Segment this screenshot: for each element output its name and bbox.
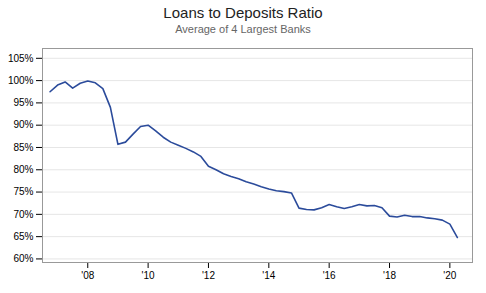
svg-text:'16: '16	[323, 270, 336, 281]
svg-text:'12: '12	[202, 270, 215, 281]
html-text:Loans to Deposits Ratio: Loans to Deposits Ratio	[163, 4, 323, 21]
svg-text:105%: 105%	[8, 53, 34, 64]
svg-text:80%: 80%	[13, 164, 33, 175]
svg-text:90%: 90%	[13, 119, 33, 130]
svg-text:100%: 100%	[8, 75, 34, 86]
svg-text:'10: '10	[142, 270, 155, 281]
svg-text:75%: 75%	[13, 186, 33, 197]
svg-text:'14: '14	[262, 270, 275, 281]
svg-text:65%: 65%	[13, 231, 33, 242]
svg-text:'20: '20	[443, 270, 456, 281]
svg-text:85%: 85%	[13, 142, 33, 153]
svg-text:95%: 95%	[13, 97, 33, 108]
svg-text:'18: '18	[383, 270, 396, 281]
html-text:Average of 4 Largest Banks: Average of 4 Largest Banks	[175, 23, 311, 35]
svg-text:'08: '08	[81, 270, 94, 281]
svg-text:60%: 60%	[13, 253, 33, 264]
svg-text:70%: 70%	[13, 209, 33, 220]
